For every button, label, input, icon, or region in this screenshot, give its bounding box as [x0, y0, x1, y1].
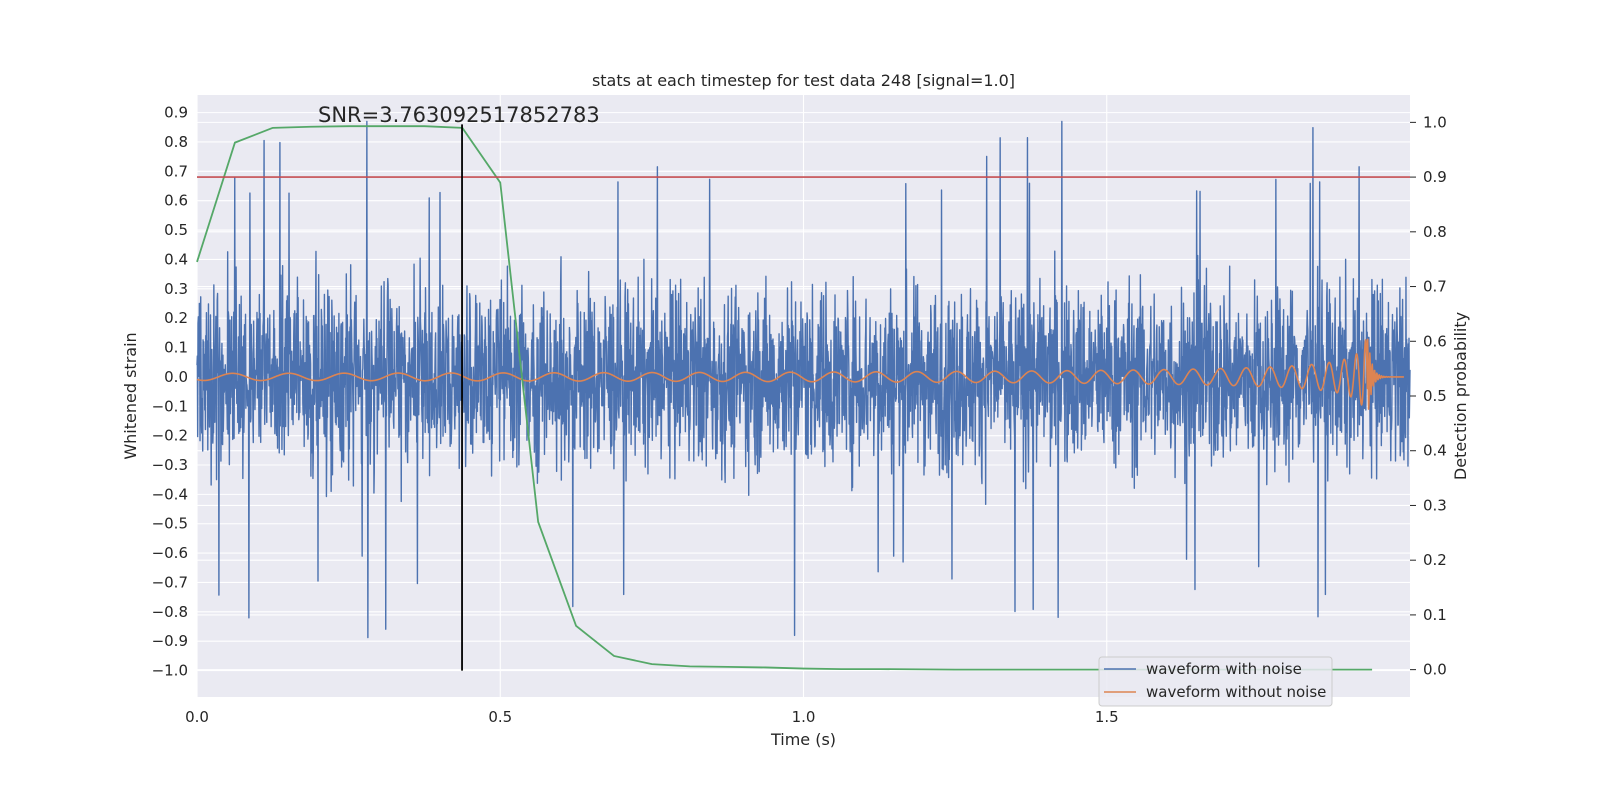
legend-entry-signal: waveform without noise [1146, 683, 1326, 701]
series-line-noise [196, 120, 1411, 639]
y-tick-label: 0.4 [164, 250, 188, 268]
y-tick-label: 0.5 [164, 221, 188, 239]
y2-tick-label: 0.7 [1423, 278, 1447, 296]
y-tick-label: −0.8 [152, 603, 188, 621]
y2-tick-label: 0.4 [1423, 442, 1447, 460]
y2-tick-label: 0.3 [1423, 496, 1447, 514]
snr-annotation: SNR=3.763092517852783 [318, 103, 600, 127]
y-tick-label: −0.1 [152, 397, 188, 415]
y2-tick-label: 1.0 [1423, 113, 1447, 131]
chart-title: stats at each timestep for test data 248… [592, 71, 1015, 90]
y-tick-label: −0.7 [152, 573, 188, 591]
left-axis-ticks: 0.9 0.8 0.7 0.6 0.5 0.4 0.3 0.2 0.1 0.0 −0.1 −0.2 −0… [152, 104, 188, 680]
y2-tick-label: 0.0 [1423, 661, 1447, 679]
y2-tick-label: 0.2 [1423, 551, 1447, 569]
y2-tick-label: 0.5 [1423, 387, 1447, 405]
y-tick-label: 0.9 [164, 104, 188, 122]
x-axis-label: Time (s) [770, 730, 836, 749]
series-line-signal [196, 338, 1405, 410]
x-tick-label: 1.0 [792, 708, 816, 726]
y2-axis-label: Detection probability [1451, 312, 1470, 480]
legend: waveform with noise waveform without noi… [1098, 656, 1333, 707]
series-layer [196, 120, 1411, 671]
y-tick-label: −0.4 [152, 485, 188, 503]
y-tick-label: −0.2 [152, 427, 188, 445]
x-tick-label: 0.5 [488, 708, 512, 726]
y-axis-label: Whitened strain [121, 332, 140, 459]
y-tick-label: −1.0 [152, 662, 188, 680]
y-tick-label: 0.3 [164, 280, 188, 298]
x-tick-label: 1.5 [1095, 708, 1119, 726]
y2-tick-label: 0.8 [1423, 223, 1447, 241]
y-tick-label: 0.8 [164, 133, 188, 151]
x-axis-ticks: 0.0 0.5 1.0 1.5 [185, 708, 1119, 726]
y-tick-label: 0.2 [164, 309, 188, 327]
legend-box [1098, 656, 1333, 707]
y-tick-label: 0.0 [164, 368, 188, 386]
y-tick-label: 0.6 [164, 192, 188, 210]
y-tick-label: 0.1 [164, 339, 188, 357]
y-tick-label: −0.5 [152, 515, 188, 533]
y-tick-label: −0.3 [152, 456, 188, 474]
x-tick-label: 0.0 [185, 708, 209, 726]
y-tick-label: −0.9 [152, 632, 188, 650]
y-tick-label: 0.7 [164, 162, 188, 180]
y2-tick-label: 0.9 [1423, 168, 1447, 186]
y2-tick-label: 0.6 [1423, 332, 1447, 350]
series-line-probability [196, 125, 1373, 671]
legend-entry-noise: waveform with noise [1146, 660, 1302, 678]
y2-tick-label: 0.1 [1423, 606, 1447, 624]
y-tick-label: −0.6 [152, 544, 188, 562]
right-axis-ticks: 1.0 0.9 0.8 0.7 0.6 0.5 0.4 0.3 0.2 0.1 0.0 [1410, 113, 1447, 679]
